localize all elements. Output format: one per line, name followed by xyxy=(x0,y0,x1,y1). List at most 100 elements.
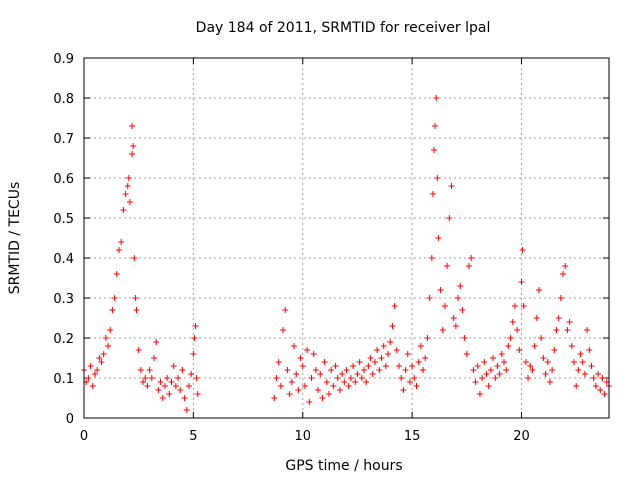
data-point xyxy=(507,335,514,341)
data-point xyxy=(293,371,300,377)
data-point xyxy=(496,371,503,377)
data-point xyxy=(579,359,586,365)
data-point xyxy=(116,247,122,253)
data-point xyxy=(420,367,427,373)
data-point xyxy=(109,307,116,313)
data-point xyxy=(431,147,437,153)
data-point xyxy=(188,371,195,377)
data-point xyxy=(380,343,387,349)
plot-frame xyxy=(83,57,610,419)
data-point xyxy=(161,383,168,389)
data-point xyxy=(284,367,291,373)
data-point xyxy=(568,343,575,349)
data-point xyxy=(179,367,186,373)
data-point xyxy=(452,323,459,329)
data-point xyxy=(271,395,278,401)
data-point xyxy=(560,271,567,277)
data-point xyxy=(498,351,505,357)
data-point xyxy=(146,367,153,373)
data-point xyxy=(148,375,155,381)
data-point xyxy=(387,339,394,345)
data-point xyxy=(191,335,198,341)
data-point xyxy=(519,247,526,253)
y-tick-label: 0.4 xyxy=(53,252,74,267)
data-point xyxy=(142,375,149,381)
data-point xyxy=(468,255,475,261)
data-point xyxy=(332,363,339,369)
data-point xyxy=(505,343,512,349)
data-point xyxy=(326,391,332,397)
data-point xyxy=(571,359,577,365)
x-tick-label: 15 xyxy=(404,429,421,444)
data-point xyxy=(501,359,507,365)
data-point xyxy=(341,379,348,385)
data-point xyxy=(584,327,591,333)
data-point xyxy=(485,383,492,389)
chart-title: Day 184 of 2011, SRMTID for receiver lpa… xyxy=(196,20,491,36)
x-tick-label: 0 xyxy=(80,429,88,444)
data-point xyxy=(459,307,466,313)
data-point xyxy=(518,279,525,285)
data-point xyxy=(319,395,326,401)
data-point xyxy=(433,95,440,101)
data-point xyxy=(275,359,282,365)
data-point xyxy=(273,375,280,381)
data-point xyxy=(516,347,523,353)
data-point xyxy=(170,363,177,369)
data-point xyxy=(175,375,182,381)
y-tick-label: 0.1 xyxy=(53,372,74,387)
data-point xyxy=(424,335,431,341)
data-point xyxy=(183,407,190,413)
data-point xyxy=(122,191,129,197)
y-tick-label: 0.7 xyxy=(53,132,74,147)
data-point xyxy=(193,375,200,381)
data-point xyxy=(301,383,308,389)
data-point xyxy=(181,395,188,401)
data-point xyxy=(487,367,494,373)
data-point xyxy=(404,351,411,357)
y-tick-label: 0.2 xyxy=(53,332,74,347)
data-point xyxy=(100,351,107,357)
data-point xyxy=(371,359,378,365)
data-point xyxy=(352,379,359,385)
data-point xyxy=(328,367,335,373)
data-point xyxy=(503,367,510,373)
data-point xyxy=(441,303,448,309)
y-tick-label: 0.3 xyxy=(53,292,74,307)
data-point xyxy=(96,355,103,361)
data-point xyxy=(540,355,547,361)
data-point xyxy=(428,255,435,261)
data-point xyxy=(463,351,470,357)
data-point xyxy=(190,351,197,357)
data-point xyxy=(514,327,521,333)
y-axis-label: SRMTID / TECUs xyxy=(7,182,23,295)
data-point xyxy=(155,387,162,393)
data-point xyxy=(361,367,367,373)
data-point xyxy=(299,363,306,369)
data-point xyxy=(409,363,416,369)
data-point xyxy=(549,367,556,373)
data-point xyxy=(527,363,534,369)
y-tick-label: 0.8 xyxy=(53,92,74,107)
data-point xyxy=(120,207,127,213)
data-point xyxy=(466,263,472,269)
data-point xyxy=(597,387,604,393)
data-point xyxy=(129,123,136,129)
data-point xyxy=(286,391,293,397)
data-point xyxy=(334,375,341,381)
data-point xyxy=(577,351,584,357)
data-point xyxy=(87,363,94,369)
data-point xyxy=(446,215,453,221)
data-point xyxy=(555,315,562,321)
data-point xyxy=(354,371,361,377)
data-point xyxy=(363,379,370,385)
data-point xyxy=(151,355,157,361)
x-tick-label: 5 xyxy=(189,429,197,444)
data-point xyxy=(455,295,462,301)
data-point xyxy=(450,315,457,321)
data-point xyxy=(125,175,132,181)
data-point xyxy=(536,287,542,293)
data-point xyxy=(575,367,582,373)
data-point xyxy=(483,371,490,377)
